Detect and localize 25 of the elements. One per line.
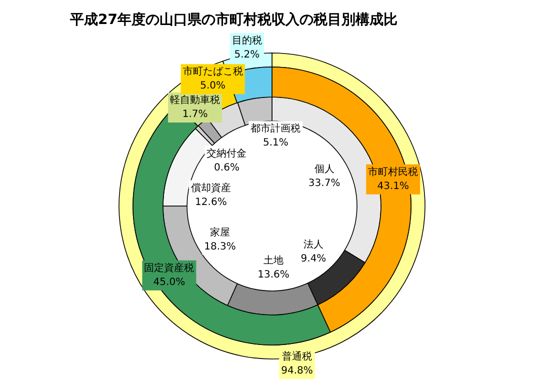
data-label: 12.6% (195, 196, 227, 208)
data-label: 5.0% (200, 80, 226, 92)
slice-label: 市町村民税 (368, 166, 418, 178)
data-label: 0.6% (214, 162, 240, 174)
slice-label: 法人 (303, 238, 324, 251)
data-label: 33.7% (308, 178, 340, 190)
slice-label: 家屋 (210, 226, 230, 238)
data-label: 45.0% (153, 276, 186, 288)
slice-label: 交納付金 (206, 147, 247, 160)
data-label: 5.2% (234, 50, 260, 61)
data-label: 5.1% (262, 138, 288, 149)
data-label: 9.4% (300, 254, 326, 265)
chart-title: 平成27年度の山口県の市町村税収入の税目別構成比 (70, 11, 398, 29)
slice-label: 個人 (314, 164, 334, 176)
slice-label: 目的税 (232, 34, 262, 47)
data-label: 94.8% (281, 366, 313, 377)
slice-label: 市町たばこ税 (182, 66, 243, 78)
data-label: 13.6% (258, 270, 290, 281)
slice-label: 土地 (264, 254, 284, 267)
data-label: 18.3% (204, 241, 236, 252)
data-label: 43.1% (377, 180, 409, 192)
slice-label: 償却資産 (190, 182, 231, 194)
slice-label: 固定資産税 (144, 262, 194, 274)
slice-label: 普通税 (282, 350, 312, 363)
slice-label: 都市計画税 (250, 122, 301, 135)
